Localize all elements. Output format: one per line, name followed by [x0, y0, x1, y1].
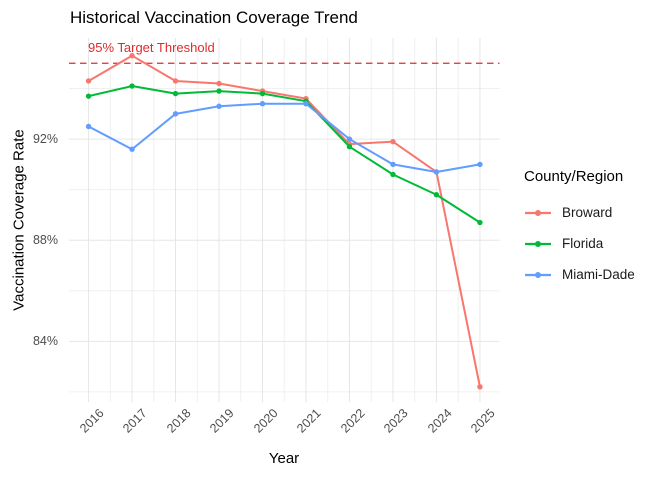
data-point-florida	[433, 192, 440, 198]
data-point-miami-dade	[346, 136, 353, 142]
data-point-miami-dade	[172, 111, 179, 117]
data-point-broward	[216, 80, 222, 87]
data-point-miami-dade	[433, 169, 440, 175]
legend-title: County/Region	[524, 168, 624, 185]
series-line-broward	[87, 54, 481, 388]
series-line-miami-dade	[87, 102, 481, 173]
data-point-broward	[390, 138, 396, 145]
legend-item-miami-dade: Miami-Dade	[524, 259, 635, 290]
legend-item-florida: Florida	[524, 228, 635, 259]
data-point-miami-dade	[477, 161, 483, 168]
threshold-label: 95% Target Threshold	[88, 40, 215, 55]
data-point-florida	[390, 171, 396, 178]
legend-label: Miami-Dade	[562, 267, 635, 282]
data-point-florida	[216, 88, 222, 94]
legend-key-line-icon	[525, 209, 551, 216]
data-point-miami-dade	[303, 101, 309, 107]
data-point-florida	[477, 219, 483, 226]
data-point-florida	[172, 90, 179, 97]
x-axis-title: Year	[268, 450, 300, 467]
data-point-broward	[85, 78, 92, 84]
series-line-florida	[87, 85, 481, 224]
y-tick-label: 84%	[32, 334, 58, 349]
data-point-broward	[172, 78, 179, 84]
legend-key-line-icon	[525, 240, 551, 247]
legend-key-line-icon	[525, 271, 551, 278]
data-point-broward	[129, 52, 135, 59]
data-point-florida	[346, 143, 353, 150]
y-tick-label: 88%	[32, 233, 58, 248]
legend-label: Broward	[562, 205, 613, 220]
data-point-miami-dade	[259, 101, 266, 107]
legend-label: Florida	[562, 236, 604, 251]
y-tick-label: 92%	[32, 132, 58, 147]
chart-title: Historical Vaccination Coverage Trend	[70, 8, 358, 27]
y-axis-title: Vaccination Coverage Rate	[10, 129, 28, 311]
data-point-miami-dade	[216, 103, 222, 109]
data-point-florida	[85, 93, 92, 99]
legend: County/Region Broward Florida Miami-Dade	[524, 168, 635, 290]
data-point-miami-dade	[390, 161, 396, 168]
legend-item-broward: Broward	[524, 197, 635, 228]
data-point-miami-dade	[85, 123, 92, 130]
data-point-florida	[259, 90, 266, 97]
data-point-miami-dade	[129, 146, 135, 152]
data-point-florida	[129, 83, 135, 89]
data-point-broward	[477, 384, 483, 390]
